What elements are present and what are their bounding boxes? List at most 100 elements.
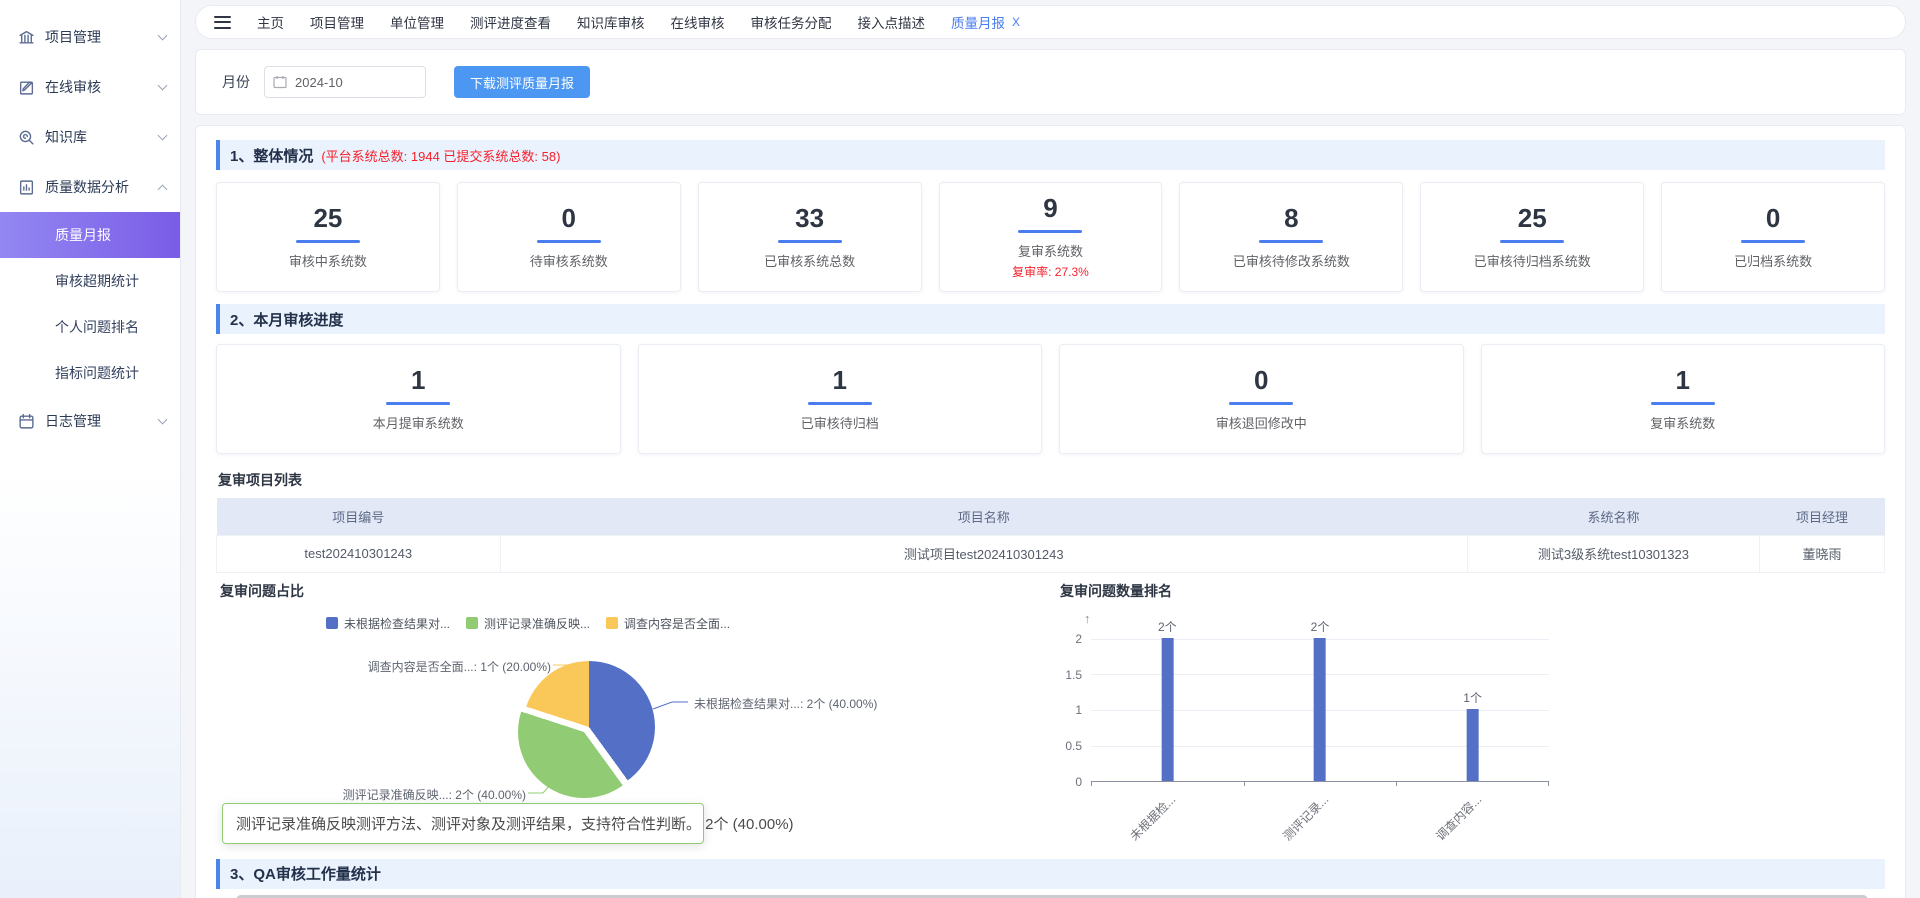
sidebar-item-label: 在线审核 (45, 77, 159, 97)
stat-card-reviewed-to-archive: 25 已审核待归档系统数 (1420, 182, 1644, 292)
horizontal-scrollbar-thumb[interactable] (236, 895, 1868, 898)
bar-value-label: 2个 (1311, 618, 1330, 635)
stat-underline (1018, 230, 1082, 233)
section-2-header: 2、本月审核进度 (216, 304, 1885, 334)
sidebar-item-label: 项目管理 (45, 27, 159, 47)
stat-card-pending-review: 0 待审核系统数 (457, 182, 681, 292)
stat-underline (808, 402, 872, 405)
stat-card-reviewed-to-modify: 8 已审核待修改系统数 (1179, 182, 1403, 292)
tab-project-management[interactable]: 项目管理 (310, 12, 364, 32)
col-project-name: 项目名称 (500, 498, 1467, 535)
y-tick: 0.5 (1056, 739, 1082, 753)
bar[interactable] (1161, 638, 1173, 781)
sidebar-subitem-label: 指标问题统计 (55, 363, 139, 383)
stat-value: 33 (795, 205, 824, 231)
table-row: test202410301243 测试项目test202410301243 测试… (217, 535, 1885, 572)
tab-review-task-assignment[interactable]: 审核任务分配 (751, 12, 832, 32)
pie-chart-re-review-issue-share: 复审问题占比 未根据检查结果对... 测评记录准确反映... 调查内容是否 (216, 581, 1056, 853)
bar-value-label: 2个 (1158, 618, 1177, 635)
stat-underline (1500, 240, 1564, 243)
legend-swatch-blue (326, 617, 338, 629)
legend-item[interactable]: 未根据检查结果对... (326, 615, 450, 632)
stat-card-archived: 0 已归档系统数 (1661, 182, 1885, 292)
y-tick: 1 (1056, 703, 1082, 717)
knowledge-search-icon (18, 129, 35, 146)
tab-knowledge-review[interactable]: 知识库审核 (577, 12, 645, 32)
review-project-table: 项目编号 项目名称 系统名称 项目经理 test202410301243 测试项… (216, 498, 1885, 573)
stat-card-returned-for-modification: 0 审核退回修改中 (1059, 344, 1464, 454)
stat-value: 1 (833, 367, 847, 393)
bar-plot-area: 2个 2个 1个 (1091, 639, 1549, 782)
cell-system-name: 测试3级系统test10301323 (1468, 535, 1760, 572)
sidebar-subitem-personal-issue-ranking[interactable]: 个人问题排名 (0, 304, 180, 350)
bar[interactable] (1314, 638, 1326, 781)
pie-selected-slice[interactable] (518, 666, 650, 798)
stat-card-reviewed-awaiting-archive: 1 已审核待归档 (638, 344, 1043, 454)
x-tick-mark (1396, 782, 1397, 786)
month-input[interactable] (264, 66, 426, 98)
tab-online-review[interactable]: 在线审核 (671, 12, 725, 32)
month-card-row: 1 本月提审系统数 1 已审核待归档 0 审核退回修改中 1 复 (216, 344, 1885, 454)
stat-label: 审核退回修改中 (1216, 413, 1307, 432)
col-system-name: 系统名称 (1468, 498, 1760, 535)
overview-card-row: 25 审核中系统数 0 待审核系统数 33 已审核系统总数 9 (216, 182, 1885, 292)
section-3-title: 3、QA审核工作量统计 (230, 863, 381, 884)
stat-card-reviewed-total: 33 已审核系统总数 (698, 182, 922, 292)
tab-home[interactable]: 主页 (257, 12, 284, 32)
sidebar-subitem-quality-monthly-report[interactable]: 质量月报 (0, 212, 180, 258)
stat-underline (1229, 402, 1293, 405)
tab-evaluation-progress[interactable]: 测评进度查看 (470, 12, 551, 32)
x-tick-mark (1548, 782, 1549, 786)
bar-group: 1个 (1463, 689, 1482, 781)
sidebar-item-project-management[interactable]: 项目管理 (0, 12, 180, 62)
legend-label: 调查内容是否全面... (624, 615, 730, 632)
legend-item[interactable]: 测评记录准确反映... (466, 615, 590, 632)
stat-label: 本月提审系统数 (373, 413, 464, 432)
tab-close-icon[interactable]: X (1012, 15, 1020, 29)
app-window: 项目管理 在线审核 知识库 质量数据分析 质量月报 (0, 0, 1920, 898)
tab-unit-management[interactable]: 单位管理 (390, 12, 444, 32)
charts-row: 复审问题占比 未根据检查结果对... 测评记录准确反映... 调查内容是否 (216, 581, 1885, 853)
legend-item[interactable]: 调查内容是否全面... (606, 615, 730, 632)
col-project-id: 项目编号 (217, 498, 501, 535)
sidebar-item-log-management[interactable]: 日志管理 (0, 396, 180, 446)
stat-value: 0 (1766, 205, 1780, 231)
sidebar-item-online-review[interactable]: 在线审核 (0, 62, 180, 112)
cell-project-name: 测试项目test202410301243 (500, 535, 1467, 572)
pie-tooltip: 测评记录准确反映测评方法、测评对象及测评结果，支持符合性判断。 2个 (40.0… (222, 803, 704, 844)
pie-legend: 未根据检查结果对... 测评记录准确反映... 调查内容是否全面... (326, 615, 730, 632)
sidebar-subitem-indicator-issue-stats[interactable]: 指标问题统计 (0, 350, 180, 396)
data-analysis-icon (18, 179, 35, 196)
section-1-title: 1、整体情况 (230, 145, 313, 166)
legend-swatch-yellow (606, 617, 618, 629)
sidebar-item-knowledge-base[interactable]: 知识库 (0, 112, 180, 162)
collapse-menu-icon[interactable] (214, 16, 231, 29)
bar-group: 2个 (1158, 618, 1177, 781)
stat-label: 已审核系统总数 (764, 251, 855, 270)
stat-label: 复审系统数 (1018, 241, 1083, 260)
month-input-wrap (264, 66, 426, 98)
download-monthly-report-button[interactable]: 下载测评质量月报 (454, 66, 590, 98)
re-review-rate-note: 复审率: 27.3% (1012, 263, 1089, 280)
y-axis-arrow-icon: ↑ (1084, 611, 1091, 626)
tab-quality-monthly-report[interactable]: 质量月报 X (951, 12, 1020, 32)
legend-label: 未根据检查结果对... (344, 615, 450, 632)
bar[interactable] (1467, 709, 1479, 781)
stat-label: 待审核系统数 (530, 251, 608, 270)
stat-label: 复审系统数 (1650, 413, 1715, 432)
stat-value: 1 (1676, 367, 1690, 393)
section-1-header: 1、整体情况 (平台系统总数: 1944 已提交系统总数: 58) (216, 140, 1885, 170)
stat-underline (778, 240, 842, 243)
pie-callout-not-per-check-result: 未根据检查结果对...: 2个 (40.00%) (694, 695, 877, 712)
x-category-label: 调查内容... (1432, 791, 1485, 844)
sidebar-item-quality-data-analysis[interactable]: 质量数据分析 (0, 162, 180, 212)
chevron-up-icon (158, 184, 168, 194)
main-area: 主页 项目管理 单位管理 测评进度查看 知识库审核 在线审核 审核任务分配 接入… (181, 0, 1920, 898)
stat-value: 8 (1284, 205, 1298, 231)
stat-underline (386, 402, 450, 405)
legend-label: 测评记录准确反映... (484, 615, 590, 632)
sidebar-subitem-review-overdue-stats[interactable]: 审核超期统计 (0, 258, 180, 304)
tab-access-point-description[interactable]: 接入点描述 (858, 12, 926, 32)
bar-group: 2个 (1311, 618, 1330, 781)
stat-label: 已归档系统数 (1734, 251, 1812, 270)
